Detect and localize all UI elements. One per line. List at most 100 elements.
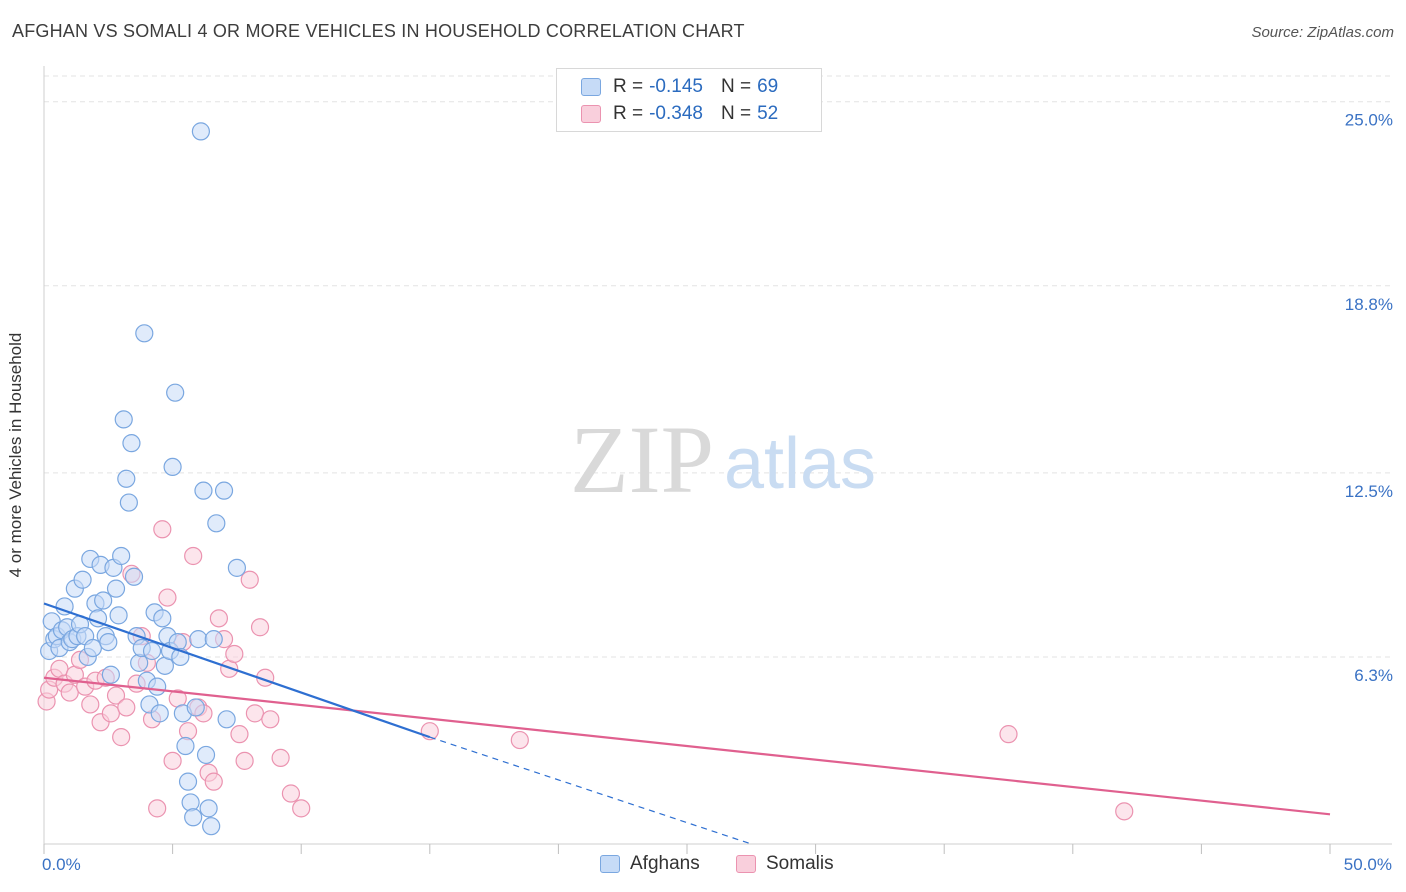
somali-point — [235, 751, 254, 770]
chart-title: AFGHAN VS SOMALI 4 OR MORE VEHICLES IN H… — [12, 21, 745, 41]
somali-point — [153, 520, 172, 539]
somali-point — [178, 722, 198, 741]
afghan-point — [214, 481, 234, 500]
somali-point — [225, 644, 244, 664]
somali-point — [250, 618, 270, 637]
afghan-point — [114, 410, 133, 429]
somali-point — [148, 799, 167, 818]
y-tick-label: 25.0% — [1345, 111, 1393, 130]
correlation-legend: R = -0.145 N = 69 R = -0.348 N = 52 — [556, 68, 822, 132]
somali-point — [245, 704, 265, 723]
somali-point — [204, 772, 223, 791]
somali-point — [184, 546, 203, 566]
afghan-point — [199, 799, 218, 818]
x-tick-label: 0.0% — [42, 855, 81, 874]
afghan-point — [186, 698, 205, 717]
afghan-point — [135, 324, 154, 343]
afghan-point — [112, 546, 131, 566]
y-tick-label: 12.5% — [1345, 482, 1393, 501]
afghan-point — [55, 597, 74, 616]
afghan-point — [178, 772, 198, 791]
afghan-point — [184, 808, 203, 827]
afghan-point — [217, 710, 236, 729]
somali-swatch — [581, 105, 601, 123]
somali-point — [158, 588, 177, 607]
afghan-point — [119, 493, 138, 512]
somali-point — [271, 748, 290, 767]
afghan-point — [189, 630, 208, 649]
afghan-point — [166, 383, 185, 402]
afghan-trend-line — [43, 602, 431, 739]
legend-n-value: 52 — [757, 103, 779, 124]
trend-lines — [43, 602, 1331, 845]
legend-n-value: 69 — [757, 76, 779, 97]
somali-point — [281, 784, 301, 803]
legend-r-value: -0.348 — [649, 103, 703, 124]
somali-point — [240, 570, 259, 589]
afghan-trend-extension — [429, 736, 752, 845]
legend-row-somalis: R = -0.348 N = 52 — [581, 102, 796, 126]
somali-swatch — [736, 855, 756, 873]
afghans-label: Afghans — [630, 853, 700, 874]
afghan-point — [124, 567, 144, 586]
somali-point — [230, 725, 249, 744]
afghan-point — [94, 591, 113, 610]
afghan-point — [109, 606, 128, 625]
legend-r-value: -0.145 — [649, 76, 703, 97]
somali-point — [1115, 802, 1134, 821]
somali-point — [112, 728, 131, 747]
y-tick-label: 6.3% — [1354, 666, 1393, 685]
y-axis-label: 4 or more Vehicles in Household — [6, 332, 25, 578]
somali-point — [60, 683, 79, 702]
afghan-swatch — [581, 78, 601, 96]
somali-point — [510, 730, 529, 750]
afghan-swatch — [600, 855, 620, 873]
legend-row-afghans: R = -0.145 N = 69 — [581, 75, 796, 99]
afghan-point — [202, 817, 221, 836]
somali-point — [101, 704, 120, 723]
bottom-legend-somalis: Somalis — [736, 852, 834, 876]
afghan-point — [101, 665, 120, 684]
afghan-point — [196, 745, 216, 765]
afghan-point — [227, 558, 246, 577]
tick-labels: 6.3% 12.5% 18.8% 25.0% 0.0% 50.0% — [42, 111, 1393, 874]
somali-point — [81, 695, 100, 714]
afghan-point — [194, 481, 213, 500]
bottom-legend-afghans: Afghans — [600, 852, 700, 876]
x-tick-label: 50.0% — [1344, 855, 1392, 874]
somali-point — [261, 710, 280, 729]
y-tick-label: 18.8% — [1345, 295, 1393, 314]
source-credit: Source: ZipAtlas.com — [1251, 24, 1394, 41]
watermark-zip: ZIP — [570, 406, 714, 513]
somali-point — [209, 609, 228, 628]
afghan-point — [176, 736, 195, 756]
afghan-point — [130, 653, 149, 672]
afghan-point — [99, 632, 118, 652]
gridlines — [44, 75, 1392, 658]
afghan-points — [40, 122, 246, 836]
afghan-point — [73, 570, 92, 589]
legend-n-label: N = — [720, 76, 752, 97]
afghan-point — [106, 579, 126, 598]
legend-r-label: R = — [613, 76, 644, 97]
afghan-point — [181, 793, 200, 812]
afghan-point — [207, 514, 226, 533]
afghan-point — [122, 434, 141, 453]
somali-point — [117, 698, 136, 717]
somali-point — [163, 751, 182, 770]
legend-r-label: R = — [613, 103, 644, 124]
somali-point — [106, 686, 126, 705]
afghan-point — [83, 638, 102, 658]
somali-point — [999, 725, 1018, 744]
afghan-point — [117, 469, 136, 488]
afghan-point — [153, 609, 172, 628]
somali-point — [292, 799, 311, 818]
afghan-point — [191, 122, 210, 141]
afghan-point — [150, 704, 169, 723]
afghan-point — [163, 457, 182, 477]
somali-trend-line — [43, 676, 1331, 816]
legend-n-label: N = — [720, 103, 752, 124]
afghan-point — [148, 677, 167, 696]
afghan-point — [142, 641, 162, 661]
